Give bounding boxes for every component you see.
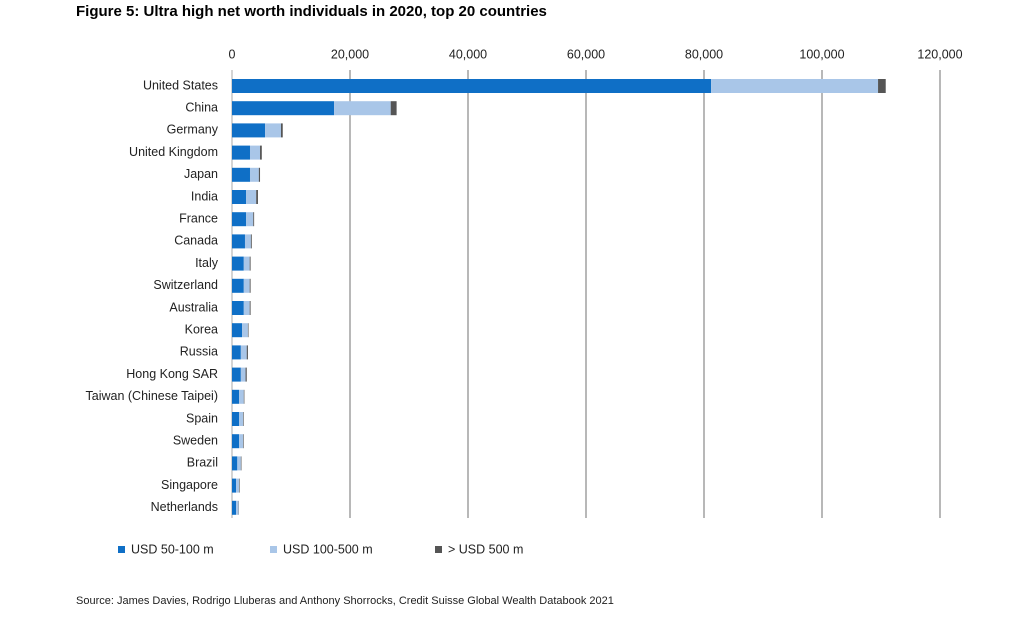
bar-segment (878, 79, 886, 93)
bar-segment (334, 101, 391, 116)
legend-label: USD 100-500 m (283, 542, 373, 556)
y-tick-label: Japan (184, 167, 218, 181)
bar-segment (232, 434, 240, 449)
legend-label: USD 50-100 m (131, 542, 214, 556)
bar-segment (232, 167, 250, 182)
bar-segment (256, 190, 258, 204)
bar-segment (246, 345, 248, 360)
bar-segment (711, 79, 879, 93)
legend-swatch (270, 546, 277, 553)
bar-segment (232, 278, 244, 293)
y-tick-label: Switzerland (153, 278, 218, 292)
x-tick-label: 20,000 (331, 47, 369, 61)
bar-segment (243, 389, 245, 404)
bar-segment (232, 412, 240, 426)
bar-segment (260, 145, 262, 160)
bar-segment (253, 212, 255, 227)
x-tick-label: 0 (229, 47, 236, 61)
bar-segment (239, 478, 240, 493)
bar-segment (232, 123, 266, 138)
y-tick-label: France (179, 211, 218, 225)
bar-segment (232, 212, 247, 227)
bar-segment (237, 456, 241, 471)
bar-segment (249, 278, 251, 293)
bar-segment (390, 101, 397, 116)
bar-segment (243, 301, 250, 315)
bar-segment (232, 101, 335, 116)
bar-segment (239, 412, 244, 426)
bar-segment (239, 389, 244, 404)
y-tick-label: Germany (167, 123, 219, 137)
bar-segment (232, 190, 247, 204)
bar-segment (232, 145, 250, 160)
bar-segment (245, 367, 247, 382)
y-tick-label: Spain (186, 411, 218, 425)
bar-segment (249, 167, 259, 182)
bar-segment (232, 301, 244, 315)
bar-segment (232, 500, 237, 515)
x-tick-label: 40,000 (449, 47, 487, 61)
x-tick-label: 120,000 (917, 47, 962, 61)
bar-segment (232, 367, 241, 382)
bar-segment (243, 256, 250, 271)
y-tick-label: Hong Kong SAR (126, 367, 218, 381)
bar-segment (236, 500, 239, 515)
bar-segment (246, 190, 257, 204)
legend-swatch (118, 546, 125, 553)
bar-segment (244, 234, 251, 249)
bar-segment (232, 79, 712, 93)
bar-segment (258, 167, 261, 182)
bar-segment (247, 323, 249, 338)
y-tick-label: Australia (169, 300, 218, 314)
source-note: Source: James Davies, Rodrigo Lluberas a… (76, 595, 614, 607)
y-tick-label: United Kingdom (129, 145, 218, 159)
bar-segment (243, 434, 244, 449)
bar-segment (232, 478, 237, 493)
bar-segment (240, 456, 242, 471)
bar-segment (236, 478, 240, 493)
y-tick-label: Netherlands (151, 500, 218, 514)
bar-segment (232, 323, 243, 338)
bar-segment (265, 123, 281, 138)
y-tick-label: Canada (174, 234, 218, 248)
y-tick-label: Singapore (161, 478, 218, 492)
legend-label: > USD 500 m (448, 542, 523, 556)
bar-segment (249, 301, 251, 315)
y-tick-label: Russia (180, 345, 218, 359)
y-tick-label: Sweden (173, 433, 218, 447)
y-tick-label: China (185, 100, 218, 114)
bar-segment (243, 412, 244, 426)
x-tick-label: 60,000 (567, 47, 605, 61)
y-tick-label: United States (143, 78, 218, 92)
legend-swatch (435, 546, 442, 553)
bar-segment (242, 323, 248, 338)
bar-segment (240, 345, 247, 360)
y-tick-label: India (191, 189, 218, 203)
bar-segment (243, 278, 250, 293)
y-tick-label: Taiwan (Chinese Taipei) (86, 389, 218, 403)
bar-segment (232, 389, 240, 404)
bar-segment (246, 212, 254, 227)
y-tick-label: Italy (195, 256, 219, 270)
y-tick-label: Brazil (187, 456, 218, 470)
bar-segment (240, 367, 246, 382)
x-tick-label: 100,000 (799, 47, 844, 61)
bar-segment (232, 256, 244, 271)
bar-segment (249, 256, 251, 271)
bar-segment (232, 345, 241, 360)
bar-segment (232, 234, 245, 249)
bar-segment (239, 434, 244, 449)
bar-segment (249, 145, 261, 160)
bar-segment (232, 456, 238, 471)
y-tick-label: Korea (185, 322, 218, 336)
x-tick-label: 80,000 (685, 47, 723, 61)
chart-title: Figure 5: Ultra high net worth individua… (76, 3, 547, 20)
bar-segment (280, 123, 283, 138)
bar-segment (250, 234, 252, 249)
